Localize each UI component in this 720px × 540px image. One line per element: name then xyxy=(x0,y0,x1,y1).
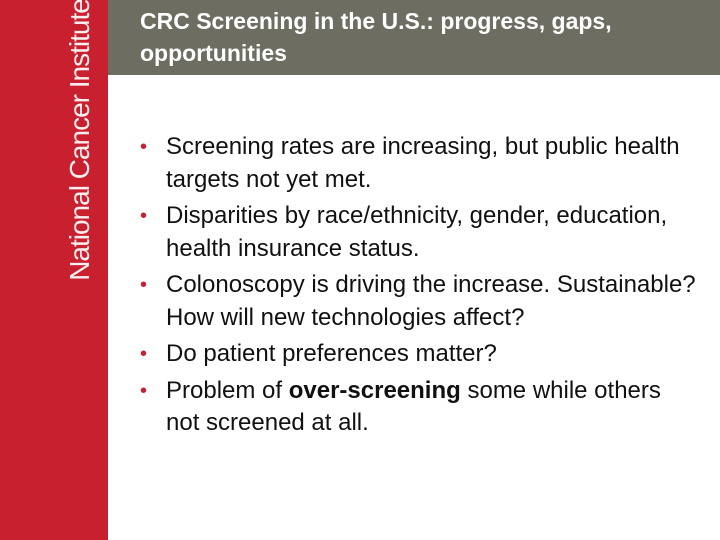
bullet-marker: • xyxy=(140,343,148,365)
bullet-item: • Disparities by race/ethnicity, gender,… xyxy=(140,200,700,265)
bullet-item: • Screening rates are increasing, but pu… xyxy=(140,131,700,196)
bullet-marker: • xyxy=(140,379,148,402)
nci-logo-text: National Cancer Institute xyxy=(64,0,95,281)
bullet-item: • Problem of over-screening some while o… xyxy=(140,375,700,440)
bullet-text: Do patient preferences matter? xyxy=(166,340,497,367)
bullet-text-emphasis: over-screening xyxy=(288,376,461,404)
bullet-text-before: Problem of xyxy=(166,376,289,404)
bullet-text: Disparities by race/ethnicity, gender, e… xyxy=(166,202,668,262)
bullet-list: • Screening rates are increasing, but pu… xyxy=(140,131,700,444)
bullet-marker: • xyxy=(140,136,148,158)
title-bar: CRC Screening in the U.S.: progress, gap… xyxy=(108,0,720,75)
bullet-text-after: some while others not screened at all. xyxy=(166,376,661,437)
bullet-marker: • xyxy=(140,274,148,296)
slide-title: CRC Screening in the U.S.: progress, gap… xyxy=(140,8,612,66)
sidebar: National Cancer Institute xyxy=(0,0,108,540)
bullet-text: Colonoscopy is driving the increase. Sus… xyxy=(166,271,696,331)
bullet-marker: • xyxy=(140,205,148,227)
bullet-item: • Do patient preferences matter? xyxy=(140,338,700,371)
bullet-item: • Colonoscopy is driving the increase. S… xyxy=(140,269,700,334)
bullet-text: Screening rates are increasing, but publ… xyxy=(166,133,680,193)
